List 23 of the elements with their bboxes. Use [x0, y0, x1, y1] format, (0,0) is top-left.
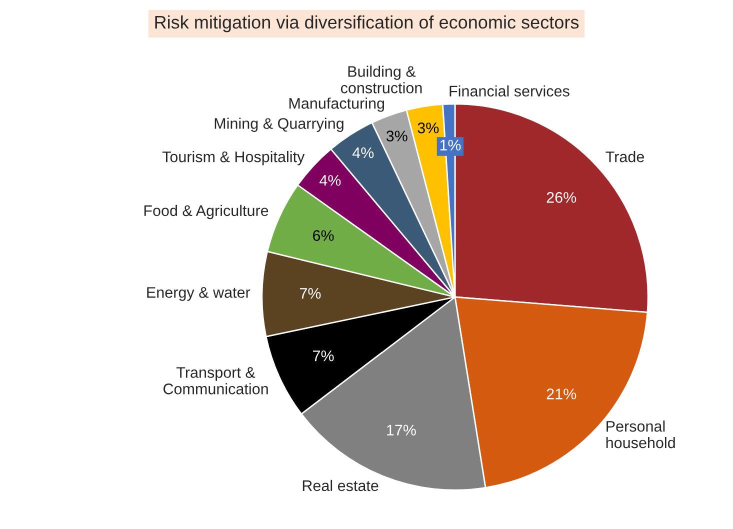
- data-label: 26%: [546, 192, 576, 203]
- data-label: 1%: [440, 140, 461, 151]
- data-label: 7%: [300, 288, 321, 299]
- slice-label: Building & construction: [340, 66, 422, 94]
- slice-label: Transport & Communication: [163, 367, 268, 394]
- data-label: 17%: [387, 424, 416, 436]
- slice-label: Energy & water: [147, 287, 250, 301]
- data-label: 4%: [352, 147, 374, 158]
- slice-label: Real estate: [302, 480, 378, 492]
- slice-label: Trade: [606, 151, 644, 162]
- data-label: 3%: [386, 130, 408, 142]
- data-label: 6%: [313, 230, 334, 241]
- data-label: 7%: [313, 350, 334, 362]
- data-label: 21%: [546, 388, 576, 400]
- slice-label: Mining & Quarrying: [214, 118, 344, 132]
- slice-label: Personal household: [606, 420, 675, 448]
- chart-title: Risk mitigation via diversification of economic sectors: [155, 15, 579, 32]
- slice-label: Manufacturing: [289, 98, 384, 112]
- data-label: 4%: [320, 175, 341, 186]
- data-label: 3%: [418, 122, 439, 134]
- slice-label: Tourism & Hospitality: [162, 151, 305, 166]
- slice-label: Food & Agriculture: [144, 204, 268, 220]
- slice-label: Financial services: [450, 85, 570, 97]
